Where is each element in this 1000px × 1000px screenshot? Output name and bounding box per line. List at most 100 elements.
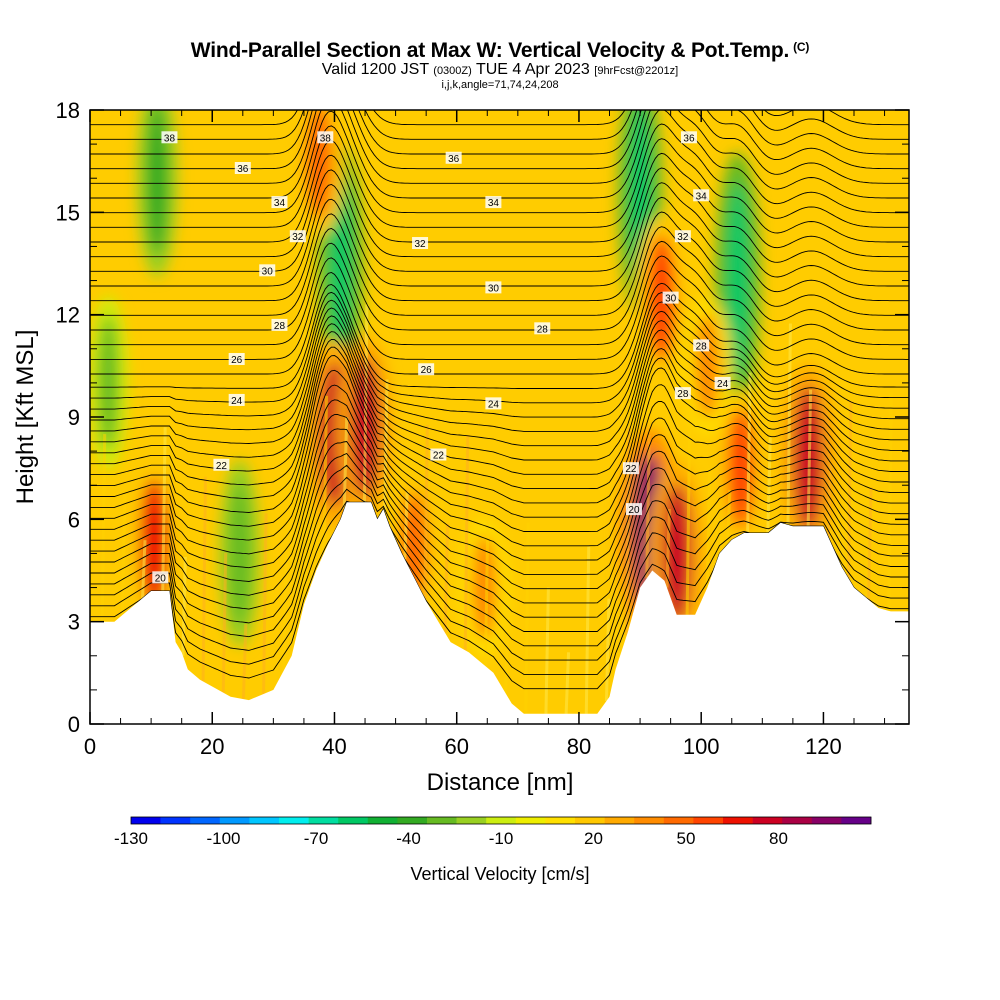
isentrope-label-bg <box>485 196 502 209</box>
isentrope-line <box>90 270 909 375</box>
isentrope-line <box>90 315 909 447</box>
texture-streak <box>645 434 651 579</box>
colorbar-tick-label: 50 <box>677 829 696 848</box>
updraft-cell <box>471 535 497 641</box>
isentrope-label: 34 <box>274 198 286 209</box>
isentrope-line <box>90 488 909 661</box>
isentrope-line <box>90 384 909 547</box>
isentrope-label: 28 <box>696 341 708 352</box>
isentrope-labels: 38 36 34 32 30 28 26 24 22 20 38 36 34 32 30 28 26 24 22 36… <box>152 131 731 584</box>
colorbar-swatch <box>279 817 309 824</box>
title-text: Wind-Parallel Section at Max W: Vertical… <box>190 39 790 62</box>
colorbar-tick-label: -100 <box>206 829 240 848</box>
isentrope-line <box>90 123 909 228</box>
isentrope-label: 36 <box>448 154 460 165</box>
downdraft-cell <box>98 315 119 451</box>
colorbar-tick-label: -40 <box>396 829 421 848</box>
isentrope-label-bg <box>418 363 435 376</box>
isentrope-line <box>90 211 909 316</box>
isentrope-label-bg <box>445 151 462 164</box>
isentrope-line <box>90 152 909 258</box>
isentrope-label-bg <box>213 458 230 471</box>
texture-streak <box>524 522 530 714</box>
isentrope-label: 32 <box>292 232 304 243</box>
isentrope-line <box>90 476 909 647</box>
texture-streak <box>483 516 490 667</box>
colorbar-swatch <box>604 817 635 824</box>
velocity-field <box>90 93 909 724</box>
texture-streak <box>826 465 833 538</box>
colorbar-swatch <box>575 817 605 824</box>
isentrope-label: 30 <box>488 283 500 294</box>
isentrope-label: 22 <box>216 461 228 472</box>
downdraft-cell <box>146 110 168 255</box>
colorbar-swatch <box>663 817 694 824</box>
isentrope-label: 34 <box>696 191 708 202</box>
isentrope-label-bg <box>534 322 551 335</box>
isentrope-label-bg <box>680 131 697 144</box>
x-tick-label: 20 <box>200 734 224 759</box>
isentrope-label-bg <box>412 237 429 250</box>
isentrope-label: 30 <box>262 266 274 277</box>
isentrope-label-bg <box>625 503 642 516</box>
colorbar-swatch <box>427 817 457 824</box>
isentrope-label-bg <box>693 339 710 352</box>
isentrope-line <box>90 110 909 184</box>
isentrope-line <box>90 110 909 214</box>
isentrope-line <box>90 452 909 618</box>
isentrope-label-bg <box>259 264 276 277</box>
isentrope-line <box>90 226 909 331</box>
isentrope-label: 24 <box>488 399 500 410</box>
colorbar-swatch <box>338 817 369 824</box>
texture-streak <box>282 554 288 671</box>
isentrope-label-bg <box>228 393 245 406</box>
isentrope-label: 30 <box>665 294 677 305</box>
isentrope-line <box>90 93 909 95</box>
colorbar-swatch <box>782 817 813 824</box>
isentrope-label-bg <box>693 189 710 202</box>
y-tick-label: 0 <box>68 712 80 737</box>
isentrope-label-bg <box>674 230 691 243</box>
isentrope-label: 32 <box>414 239 426 250</box>
colorbar-swatch <box>308 817 339 824</box>
isentrope-label: 28 <box>677 389 689 400</box>
valid-utc: (0300Z) <box>433 65 472 77</box>
texture-streak <box>867 487 873 600</box>
isentrope-line <box>90 355 909 518</box>
texture-streak <box>120 492 127 616</box>
colorbar-title: Vertical Velocity [cm/s] <box>410 864 589 884</box>
colorbar-swatch <box>456 817 487 824</box>
isentrope-label-bg <box>622 462 639 475</box>
isentrope-label: 22 <box>433 451 445 462</box>
isentrope-label-bg <box>714 376 731 389</box>
isentrope-line <box>90 346 909 504</box>
colorbar-swatch <box>841 817 872 824</box>
velocity-streaks <box>100 304 909 714</box>
isentrope-label-bg <box>234 161 251 174</box>
x-tick-label: 40 <box>322 734 346 759</box>
colorbar-swatch <box>634 817 665 824</box>
isentrope-line <box>90 138 909 243</box>
texture-streak <box>342 416 349 510</box>
colorbar-swatch <box>752 817 783 824</box>
isentrope-line <box>90 110 909 155</box>
isentrope-label-bg <box>674 387 691 400</box>
texture-streak <box>221 552 228 693</box>
isentrope-line <box>90 299 909 418</box>
isentrope-label: 38 <box>164 133 176 144</box>
isentrope-line <box>90 307 909 432</box>
terrain-mask <box>90 502 909 724</box>
texture-streak <box>201 476 208 682</box>
isentrope-label-bg <box>161 131 178 144</box>
colorbar-swatch <box>249 817 280 824</box>
title-block: Wind-Parallel Section at Max W: Vertical… <box>0 36 1000 92</box>
isentrope-label: 24 <box>231 396 243 407</box>
isentrope-line <box>90 414 909 575</box>
isentrope-label-bg <box>317 131 334 144</box>
isentrope-line <box>90 240 909 346</box>
colorbar-tick-label: -70 <box>304 829 329 848</box>
y-axis-title: Height [Kft MSL] <box>12 330 39 505</box>
isentrope-label: 22 <box>625 464 637 475</box>
isentrope-line <box>90 110 909 126</box>
